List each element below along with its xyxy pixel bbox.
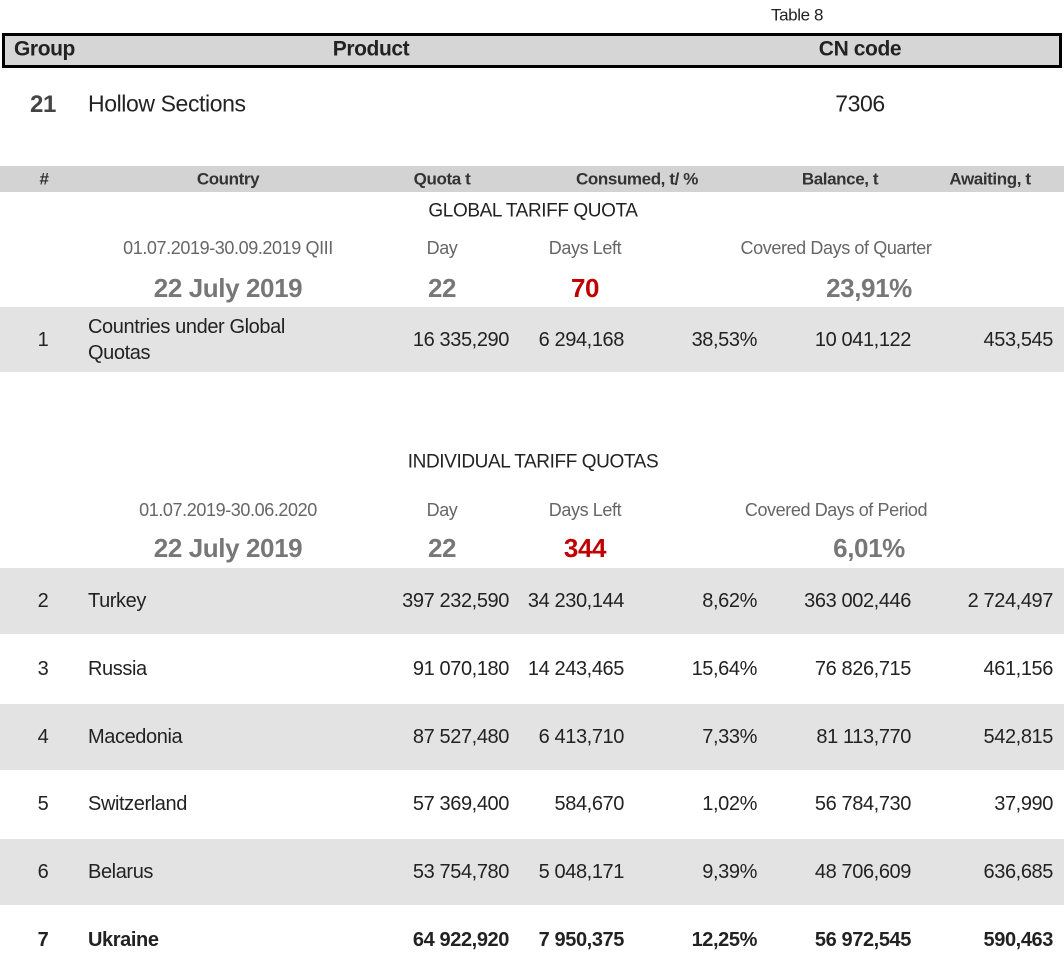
table-label: Table 8 <box>770 5 824 25</box>
period: 01.07.2019-30.09.2019 QIII <box>123 238 333 258</box>
quota: 57 369,400 <box>412 793 510 816</box>
consumed-percent: 15,64% <box>691 657 758 680</box>
cn-code: 7306 <box>835 90 885 117</box>
quota: 53 754,780 <box>412 861 510 884</box>
consumed-percent: 1,02% <box>702 793 757 816</box>
day-label: Day <box>426 500 458 520</box>
consumed: 34 230,144 <box>527 590 625 612</box>
country: Russia <box>88 657 147 680</box>
covered: 6,01% <box>833 533 905 563</box>
group-number: 21 <box>30 91 56 118</box>
awaiting: 542,815 <box>983 725 1054 748</box>
awaiting: 636,685 <box>983 861 1054 884</box>
column-header: # <box>39 169 49 189</box>
country: Macedonia <box>88 725 183 748</box>
row-number: 5 <box>37 793 49 816</box>
balance: 76 826,715 <box>814 657 912 680</box>
row-number: 7 <box>37 929 49 951</box>
row-number: 6 <box>37 861 49 884</box>
quota: 64 922,920 <box>412 929 510 951</box>
days-left: 344 <box>563 533 607 563</box>
header-cn-code: CN code <box>818 37 902 61</box>
consumed-percent: 8,62% <box>702 590 757 612</box>
country: Turkey <box>88 590 146 612</box>
row-number: 4 <box>37 725 49 748</box>
section-title: INDIVIDUAL TARIFF QUOTAS <box>407 451 659 473</box>
row-bg <box>0 839 1064 906</box>
date: 22 July 2019 <box>153 273 303 303</box>
row-number: 3 <box>37 657 49 680</box>
consumed-percent: 9,39% <box>702 861 757 884</box>
balance: 48 706,609 <box>814 861 912 884</box>
quota: 91 070,180 <box>412 657 510 680</box>
covered: 23,91% <box>826 273 912 303</box>
awaiting: 2 724,497 <box>967 590 1054 612</box>
column-header-bg <box>0 166 1064 192</box>
country: Countries under Global Quotas <box>88 316 285 364</box>
consumed: 6 413,710 <box>538 725 625 748</box>
date: 22 July 2019 <box>153 533 303 563</box>
covered-label: Covered Days of Period <box>744 500 928 520</box>
section-title: GLOBAL TARIFF QUOTA <box>428 200 638 222</box>
balance: 56 972,545 <box>814 929 912 951</box>
row-bg <box>0 307 1064 372</box>
balance: 10 041,122 <box>814 329 912 351</box>
country: Ukraine <box>88 929 159 951</box>
column-header: Balance, t <box>801 169 879 189</box>
quota: 87 527,480 <box>412 725 510 748</box>
column-header: Country <box>196 169 260 189</box>
period: 01.07.2019-30.06.2020 <box>139 500 317 520</box>
covered-label: Covered Days of Quarter <box>740 238 932 258</box>
balance: 363 002,446 <box>804 590 911 612</box>
consumed: 6 294,168 <box>538 329 625 351</box>
column-header: Quota t <box>413 169 471 189</box>
days-left-label: Days Left <box>548 238 622 258</box>
consumed: 14 243,465 <box>527 657 625 680</box>
column-header: Awaiting, t <box>949 169 1031 189</box>
consumed: 584,670 <box>554 793 625 816</box>
awaiting: 461,156 <box>983 657 1054 680</box>
balance: 81 113,770 <box>816 725 911 748</box>
day: 22 <box>427 273 457 303</box>
header-product: Product <box>332 37 410 61</box>
awaiting: 590,463 <box>983 929 1054 951</box>
days-left-label: Days Left <box>548 500 622 520</box>
row-bg <box>0 568 1064 634</box>
consumed: 7 950,375 <box>538 929 625 951</box>
consumed: 5 048,171 <box>538 861 625 884</box>
product-name: Hollow Sections <box>88 90 246 117</box>
quota: 16 335,290 <box>412 329 510 351</box>
header-bar <box>2 33 1062 68</box>
quota: 397 232,590 <box>402 590 509 612</box>
country: Belarus <box>88 861 154 884</box>
awaiting: 37,990 <box>994 793 1053 816</box>
days-left: 70 <box>570 273 600 303</box>
day-label: Day <box>426 238 458 258</box>
row-number: 2 <box>37 590 49 612</box>
header-group: Group <box>14 37 75 61</box>
day: 22 <box>427 533 457 563</box>
country: Switzerland <box>88 793 187 816</box>
balance: 56 784,730 <box>814 793 912 816</box>
row-bg <box>0 703 1064 770</box>
awaiting: 453,545 <box>983 329 1054 351</box>
consumed-percent: 12,25% <box>691 929 758 951</box>
row-number: 1 <box>37 329 49 351</box>
consumed-percent: 38,53% <box>691 329 758 351</box>
consumed-percent: 7,33% <box>702 725 757 748</box>
column-header: Consumed, t/ % <box>576 169 698 189</box>
